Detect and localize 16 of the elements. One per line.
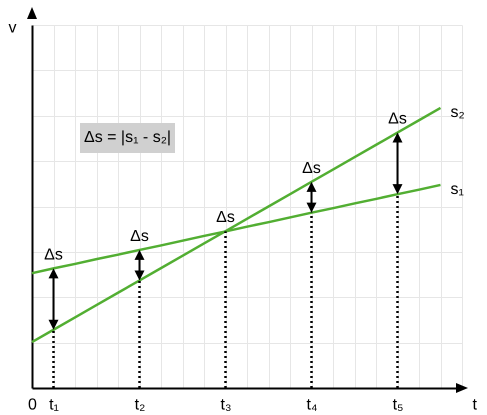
annotation: Δs <box>130 228 149 245</box>
x-axis-title: t <box>472 396 478 414</box>
annotation: Δs <box>388 110 407 128</box>
x-tick-label: t₃ <box>220 396 232 414</box>
series-label: s₂ <box>450 104 465 121</box>
annotation: Δs <box>44 246 63 264</box>
formula-box: Δs = |s₁ - s₂| <box>80 123 176 153</box>
y-axis-title: v <box>8 20 16 36</box>
x-tick-label: t₅ <box>392 396 404 414</box>
annotation: Δs <box>302 160 321 177</box>
x-tick-label: t₂ <box>134 396 146 414</box>
series-label: s₁ <box>450 180 464 198</box>
annotation: Δs <box>216 209 235 226</box>
x-tick-label: t₄ <box>306 396 318 414</box>
x-tick-label: 0 <box>28 396 38 414</box>
x-tick-label: t₁ <box>49 396 59 414</box>
